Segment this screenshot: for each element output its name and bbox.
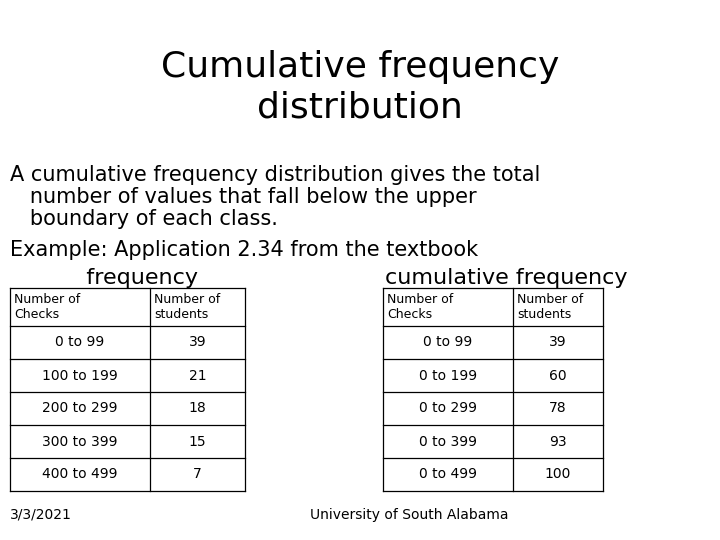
Text: 400 to 499: 400 to 499	[42, 468, 118, 482]
Text: 0 to 499: 0 to 499	[419, 468, 477, 482]
Text: 100 to 199: 100 to 199	[42, 368, 118, 382]
Text: 0 to 399: 0 to 399	[419, 435, 477, 449]
Text: frequency: frequency	[65, 268, 198, 288]
Text: 0 to 299: 0 to 299	[419, 402, 477, 415]
Text: 7: 7	[193, 468, 202, 482]
Text: University of South Alabama: University of South Alabama	[310, 508, 508, 522]
Text: Number of
students: Number of students	[154, 293, 220, 321]
Text: Cumulative frequency
distribution: Cumulative frequency distribution	[161, 50, 559, 125]
Text: 200 to 299: 200 to 299	[42, 402, 118, 415]
Text: 300 to 399: 300 to 399	[42, 435, 118, 449]
Text: Number of
students: Number of students	[517, 293, 583, 321]
Text: 0 to 199: 0 to 199	[419, 368, 477, 382]
Text: 39: 39	[189, 335, 207, 349]
Text: 0 to 99: 0 to 99	[55, 335, 104, 349]
Text: Example: Application 2.34 from the textbook: Example: Application 2.34 from the textb…	[10, 240, 478, 260]
Text: 93: 93	[549, 435, 567, 449]
Text: number of values that fall below the upper: number of values that fall below the upp…	[10, 187, 477, 207]
Text: Number of
Checks: Number of Checks	[14, 293, 80, 321]
Text: 39: 39	[549, 335, 567, 349]
Text: 18: 18	[189, 402, 207, 415]
Text: 15: 15	[189, 435, 207, 449]
Text: 3/3/2021: 3/3/2021	[10, 508, 72, 522]
Text: boundary of each class.: boundary of each class.	[10, 209, 278, 229]
Text: Number of
Checks: Number of Checks	[387, 293, 454, 321]
Text: 78: 78	[549, 402, 567, 415]
Text: A cumulative frequency distribution gives the total: A cumulative frequency distribution give…	[10, 165, 541, 185]
Text: 21: 21	[189, 368, 207, 382]
Text: cumulative frequency: cumulative frequency	[385, 268, 628, 288]
Text: 60: 60	[549, 368, 567, 382]
Text: 100: 100	[545, 468, 571, 482]
Text: 0 to 99: 0 to 99	[423, 335, 472, 349]
